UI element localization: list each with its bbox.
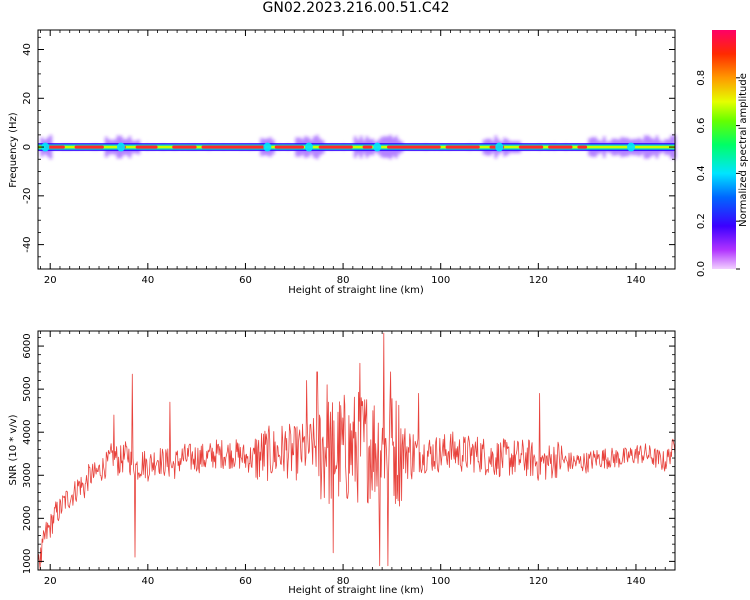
snr-x-axis-label: Height of straight line (km)	[288, 585, 424, 596]
spectrogram-peak-segment	[445, 145, 480, 149]
spectrogram-peak-segment	[135, 145, 158, 149]
spectrogram-panel: 20 40 60 80 100 120 140 -40 -20 0 20 40 Height of …	[8, 29, 677, 296]
x-tick-label: 60	[239, 275, 252, 286]
snr-panel: 20 40 60 80 100 120 140 1000 2000 3000 4000 5000 60…	[8, 330, 676, 596]
x-tick-label: 40	[141, 576, 154, 587]
x-tick-label: 60	[239, 576, 252, 587]
y-tick-label: 0	[22, 144, 33, 150]
spectrogram-band-inner	[38, 145, 675, 149]
spectrogram-peak-segment	[318, 145, 353, 149]
spectrogram-peak-segment	[577, 145, 588, 149]
y-tick-label: 2000	[22, 506, 33, 531]
y-tick-label: 3000	[22, 463, 33, 488]
spectrogram-peak-segment	[172, 145, 197, 149]
y-tick-label: 1000	[22, 549, 33, 574]
x-tick-label: 80	[337, 275, 350, 286]
spectrogram-peak-segment	[518, 145, 544, 149]
colorbar-gradient	[712, 30, 736, 269]
spectrogram-gap-bubble	[495, 142, 504, 152]
colorbar-tick-label: 0.4	[696, 165, 707, 181]
spectrogram-y-ticks: -40 -20 0 20 40	[22, 36, 675, 258]
x-tick-label: 100	[431, 576, 450, 587]
x-tick-label: 80	[337, 576, 350, 587]
snr-series	[37, 332, 676, 570]
colorbar-tick-label: 0.0	[696, 261, 707, 277]
spectrogram-gap-bubble	[116, 142, 125, 152]
y-tick-label: -40	[22, 236, 33, 252]
y-tick-label: 40	[22, 43, 33, 56]
spectrogram-peak-segment	[387, 145, 441, 149]
y-tick-label: 5000	[22, 376, 33, 401]
x-tick-label: 20	[44, 275, 57, 286]
colorbar-ticks: 0.0 0.2 0.4 0.6 0.8	[696, 70, 740, 277]
spectrogram-y-axis-label: Frequency (Hz)	[8, 112, 19, 188]
spectrogram-gap-bubble	[373, 142, 382, 152]
spectrogram-gap-bubble	[263, 142, 272, 152]
snr-line	[37, 332, 676, 570]
x-tick-label: 40	[141, 275, 154, 286]
spectrogram-gap-bubble	[627, 142, 636, 152]
colorbar-tick-label: 0.8	[696, 70, 707, 86]
figure-title: GN02.2023.216.00.51.C42	[262, 0, 450, 16]
snr-x-ticks: 20 40 60 80 100 120 140	[40, 331, 676, 587]
spectrogram-peak-segment	[548, 145, 573, 149]
spectrogram-gap-bubble	[41, 142, 50, 152]
snr-frame	[37, 330, 676, 571]
colorbar-tick-label: 0.6	[696, 118, 707, 134]
x-tick-label: 120	[529, 576, 548, 587]
snr-y-ticks: 1000 2000 3000 4000 5000 6000	[22, 333, 675, 574]
spectrogram-peak-segment	[201, 145, 265, 149]
spectrogram-peak-segment	[274, 145, 305, 149]
y-tick-label: 4000	[22, 419, 33, 444]
x-tick-label: 120	[529, 275, 548, 286]
x-tick-label: 100	[431, 275, 450, 286]
y-tick-label: 20	[22, 92, 33, 105]
spectrogram-x-axis-label: Height of straight line (km)	[288, 285, 424, 296]
x-tick-label: 140	[626, 576, 645, 587]
spectrogram-peak-segment	[362, 145, 373, 149]
colorbar-tick-label: 0.2	[696, 213, 707, 229]
spectrogram-peak-segment	[45, 145, 65, 149]
x-tick-label: 140	[626, 275, 645, 286]
spectrogram-gap-bubble	[304, 142, 313, 152]
y-tick-label: -20	[22, 188, 33, 204]
spectrogram-frame	[37, 29, 676, 270]
y-tick-label: 6000	[22, 333, 33, 358]
x-tick-label: 20	[44, 576, 57, 587]
spectrogram-heatmap	[38, 135, 677, 160]
snr-y-axis-label: SNR (10 * v/v)	[8, 414, 19, 485]
colorbar-label: Normalized spectral amplitude	[738, 73, 749, 227]
colorbar: 0.0 0.2 0.4 0.6 0.8 Normalized spectral ampl…	[696, 30, 749, 277]
spectrogram-peak-segment	[74, 145, 104, 149]
spectrogram-x-ticks: 20 40 60 80 100 120 140	[40, 30, 676, 286]
